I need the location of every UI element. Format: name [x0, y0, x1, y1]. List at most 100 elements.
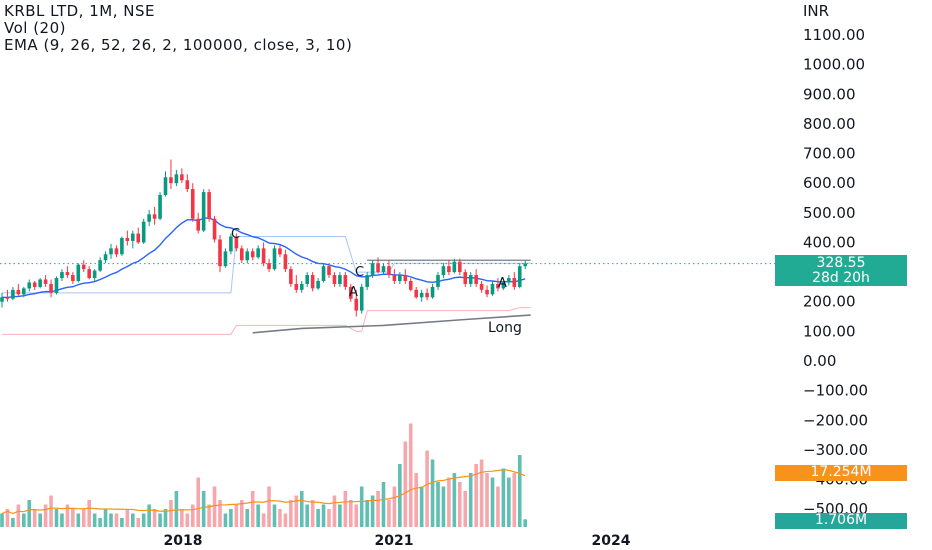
candle-body [474, 275, 478, 284]
volume-bar [419, 486, 424, 527]
candle-body [141, 221, 146, 243]
candle-body [517, 266, 522, 287]
candle-body [343, 275, 348, 287]
volume-bar [305, 504, 309, 527]
candle-body [81, 264, 86, 270]
time-tick-label: 2024 [592, 533, 631, 549]
annotation-a1: A [349, 285, 358, 300]
candle-body [185, 180, 190, 190]
volume-bar [43, 504, 48, 527]
volume-bar [425, 450, 429, 527]
candle-body [261, 248, 266, 264]
candle-body [120, 238, 124, 255]
volume-bar [196, 477, 200, 527]
volume-bar [11, 518, 15, 527]
volume-bar [180, 509, 184, 527]
price-tick-label: 500.00 [803, 204, 856, 222]
candle-body [103, 254, 108, 261]
candle-body [27, 282, 32, 289]
volume-bar [169, 500, 173, 527]
candle-body [316, 280, 320, 289]
time-axis[interactable]: 2018 2021 2024 [164, 533, 631, 549]
volume-bar [294, 495, 299, 527]
price-tick-label: 900.00 [803, 85, 856, 103]
volume-bar [365, 500, 369, 527]
volume-bar [250, 491, 255, 527]
volume-bar [207, 504, 211, 527]
volume-bar [87, 500, 91, 527]
volume-bar [5, 509, 10, 527]
candle-body [43, 279, 48, 284]
volume-bar [218, 500, 222, 527]
bar-countdown: 28d 20h [812, 270, 870, 286]
time-tick-label: 2018 [164, 533, 203, 549]
candle-body [16, 289, 21, 295]
price-tick-label: −200.00 [803, 411, 868, 429]
candle-body [245, 251, 250, 261]
volume-bar [289, 500, 293, 527]
symbol-title[interactable]: KRBL LTD, 1M, NSE [4, 2, 155, 20]
candle-body [240, 248, 244, 261]
currency-label[interactable]: INR [803, 2, 830, 20]
volume-bar [141, 513, 146, 527]
volume-bar [496, 486, 500, 527]
candle-body [60, 272, 64, 279]
candle-body [180, 174, 184, 181]
volume-bar [60, 513, 64, 527]
volume-bar [512, 473, 517, 527]
volume-bar [343, 491, 348, 527]
volume-bar [54, 509, 59, 527]
volume-bar [392, 486, 397, 527]
last-price-value: 328.55 [816, 255, 866, 271]
candle-body [392, 275, 397, 281]
volume-bar [240, 500, 244, 527]
volume-indicator-label[interactable]: Vol (20) [4, 19, 67, 37]
volume-bar [436, 482, 440, 527]
volume-bar [468, 473, 473, 527]
last-price-badge: 328.55 28d 20h [775, 255, 907, 286]
candle-body [0, 297, 4, 302]
candle-body [169, 177, 173, 184]
volume-bar [92, 513, 97, 527]
volume-bar [152, 509, 157, 527]
volume-bar [65, 504, 70, 527]
price-tick-label: −300.00 [803, 441, 868, 459]
candle-body [5, 297, 10, 299]
volume-bar [27, 500, 32, 527]
volume-bar [299, 491, 304, 527]
volume-bar [261, 513, 266, 527]
volume-bar [523, 519, 527, 527]
candle-body [468, 275, 473, 284]
candle-body [76, 264, 81, 281]
candle-body [365, 275, 369, 287]
volume-bar [490, 477, 495, 527]
ema-indicator-label[interactable]: EMA (9, 26, 52, 26, 2, 100000, close, 3,… [4, 36, 353, 54]
volume-bar [16, 504, 21, 527]
candle-body [490, 283, 495, 295]
volume-bar [447, 477, 451, 527]
volume-bar [485, 473, 489, 527]
volume-bar [201, 491, 206, 527]
candle-body [381, 266, 386, 273]
volume-bar [136, 518, 141, 527]
volume-bar [158, 513, 162, 527]
candle-body [196, 218, 200, 231]
candle-body [234, 236, 239, 249]
candle-body [38, 279, 42, 287]
volume-bar [120, 518, 124, 527]
volume-bar [174, 491, 179, 527]
candle-body [305, 275, 309, 284]
candle-body [267, 263, 271, 270]
price-tick-label: 400.00 [803, 233, 856, 251]
price-tick-label: 700.00 [803, 145, 856, 163]
annotation-c2: C [355, 265, 364, 280]
candle-body [458, 261, 462, 273]
volume-bar [131, 513, 135, 527]
volume-bar [430, 459, 435, 527]
volume-bar [147, 504, 151, 527]
volume-bar [76, 513, 81, 527]
candle-body [250, 251, 255, 258]
volume-bar [32, 509, 37, 527]
candle-body [256, 248, 260, 258]
